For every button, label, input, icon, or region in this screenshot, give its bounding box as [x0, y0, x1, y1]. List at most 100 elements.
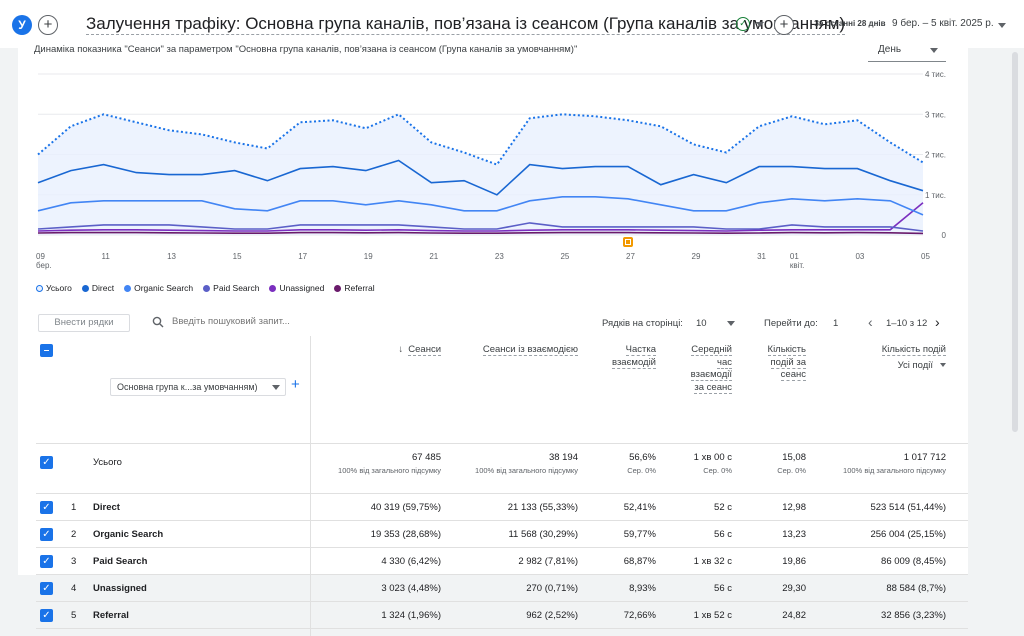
legend-swatch [203, 284, 211, 292]
x-tick-label: 09 [36, 252, 45, 261]
legend-swatch [81, 284, 89, 292]
check-circle-icon[interactable]: ✓ [736, 17, 750, 31]
table-row[interactable]: ✓ 1 Direct 40 319 (59,75%) 21 133 (55,33%) 52… [36, 494, 968, 521]
column-header-label: Середній час взаємодії за сеанс [690, 344, 732, 394]
y-tick-label: 1 тис. [925, 191, 946, 200]
total-subtext: Сер. 0% [777, 466, 806, 475]
table-row[interactable]: ✓ 4 Unassigned 3 023 (4,48%) 270 (0,71%) 8,93… [36, 575, 968, 602]
chevron-down-icon[interactable] [940, 362, 946, 367]
x-tick-label: 11 [102, 252, 111, 261]
row-channel-name[interactable]: Paid Search [93, 556, 148, 567]
x-tick-label: 19 [364, 252, 373, 261]
row-channel-name[interactable]: Direct [93, 502, 120, 513]
table-row[interactable]: ✓ 5 Referral 1 324 (1,96%) 962 (2,52%) 72,66%… [36, 602, 968, 629]
next-page-icon[interactable]: › [935, 314, 940, 330]
dimension-select[interactable]: Основна група к...за умовчанням) [110, 378, 286, 396]
row-checkbox[interactable]: ✓ [40, 555, 53, 568]
x-tick-label: 21 [429, 252, 438, 261]
add-dimension-icon[interactable]: + [291, 376, 300, 393]
chevron-down-icon[interactable] [272, 385, 280, 390]
x-tick-label: 25 [560, 252, 569, 261]
go-to-label: Перейти до: [764, 318, 818, 329]
column-header[interactable]: ↓ Сеанси [321, 344, 441, 357]
legend-swatch [269, 284, 277, 292]
date-range-value[interactable]: 9 бер. – 5 квіт. 2025 р. [892, 18, 994, 29]
prev-page-icon[interactable]: ‹ [868, 314, 873, 330]
date-dropdown-icon[interactable] [998, 23, 1006, 28]
row-value: 2 982 (7,81%) [518, 556, 578, 567]
x-tick-label: 17 [298, 252, 307, 261]
period-select[interactable]: День [868, 38, 946, 62]
legend-item[interactable]: Organic Search [124, 283, 193, 293]
legend-label: Referral [344, 283, 375, 293]
totals-checkbox[interactable]: ✓ [40, 456, 53, 469]
total-subtext: Сер. 0% [703, 466, 732, 475]
row-value: 24,82 [782, 610, 806, 621]
chevron-down-icon[interactable] [727, 321, 735, 326]
table-row[interactable]: ✓ 2 Organic Search 19 353 (28,68%) 11 568 (3… [36, 521, 968, 548]
row-index: 3 [71, 556, 77, 567]
total-value: 67 485 [411, 452, 441, 463]
legend-item[interactable]: Paid Search [203, 283, 259, 293]
annotation-marker-glyph [625, 239, 631, 245]
go-to-input[interactable]: 1 [833, 318, 839, 329]
rows-per-page-select[interactable]: 10 [696, 318, 707, 329]
row-value: 1 324 (1,96%) [381, 610, 441, 621]
row-index: 1 [71, 502, 77, 513]
row-channel-name[interactable]: Unassigned [93, 583, 147, 594]
row-value: 88 584 (8,7%) [886, 583, 946, 594]
event-filter-select[interactable]: Усі події [897, 359, 933, 371]
rows-per-page-label: Рядків на сторінці: [602, 318, 683, 329]
chevron-down-icon[interactable] [756, 22, 764, 27]
row-checkbox[interactable]: ✓ [40, 501, 53, 514]
row-channel-name[interactable]: Referral [93, 610, 129, 621]
x-tick-label: квіт. [790, 261, 805, 270]
add-report-button[interactable]: + [774, 15, 794, 35]
row-checkbox[interactable]: ✓ [40, 609, 53, 622]
series-line[interactable] [37, 222, 924, 232]
select-all-checkbox[interactable]: – [40, 344, 53, 357]
search-input[interactable] [172, 316, 322, 327]
table-row[interactable]: ✓ 3 Paid Search 4 330 (6,42%) 2 982 (7,81%) 6… [36, 548, 968, 575]
y-tick-label: 0 [942, 231, 947, 240]
annotation-marker-icon[interactable] [623, 237, 633, 247]
row-value: 4 330 (6,42%) [381, 556, 441, 567]
add-comparison-button[interactable]: + [38, 15, 58, 35]
x-tick-label: бер. [36, 261, 52, 270]
legend-item[interactable]: Direct [81, 283, 114, 293]
legend-item[interactable]: Referral [334, 283, 375, 293]
column-header-label: Кількість подій за сеанс [767, 344, 806, 381]
insert-rows-button[interactable]: Внести рядки [38, 314, 130, 332]
row-value: 59,77% [623, 529, 656, 540]
date-range-label[interactable]: За останні 28 днів [814, 19, 886, 28]
row-channel-name[interactable]: Organic Search [93, 529, 164, 540]
column-header[interactable]: Сеанси із взаємодією [448, 344, 578, 357]
page-title[interactable]: Залучення трафіку: Основна група каналів… [86, 14, 846, 35]
x-tick-label: 15 [233, 252, 242, 261]
row-checkbox[interactable]: ✓ [40, 528, 53, 541]
row-value: 523 514 (51,44%) [870, 502, 946, 513]
series-line[interactable] [37, 231, 924, 235]
legend-swatch [334, 284, 342, 292]
row-checkbox[interactable]: ✓ [40, 582, 53, 595]
series-line[interactable] [37, 196, 924, 216]
column-header[interactable]: Кількість подій за сеанс [756, 344, 806, 382]
column-header[interactable]: Середній час взаємодії за сеанс [684, 344, 732, 394]
legend-item[interactable]: Unassigned [269, 283, 324, 293]
x-tick-label: 01 [790, 252, 799, 261]
legend-item[interactable]: Усього [36, 283, 72, 293]
series-line[interactable] [37, 202, 924, 232]
row-value: 52 с [714, 502, 732, 513]
avatar[interactable]: У [12, 15, 32, 35]
period-select-value: День [878, 44, 902, 55]
page-scrollbar[interactable] [1012, 52, 1018, 432]
x-tick-label: 27 [626, 252, 635, 261]
column-header[interactable]: Частка взаємодій [598, 344, 656, 369]
report-card: Динаміка показника "Сеанси" за параметро… [18, 36, 968, 636]
row-value: 13,23 [782, 529, 806, 540]
x-tick-label: 23 [495, 252, 504, 261]
series-line[interactable] [37, 113, 924, 166]
column-header[interactable]: Кількість подій Усі події [816, 344, 946, 372]
series-line[interactable] [37, 159, 924, 196]
